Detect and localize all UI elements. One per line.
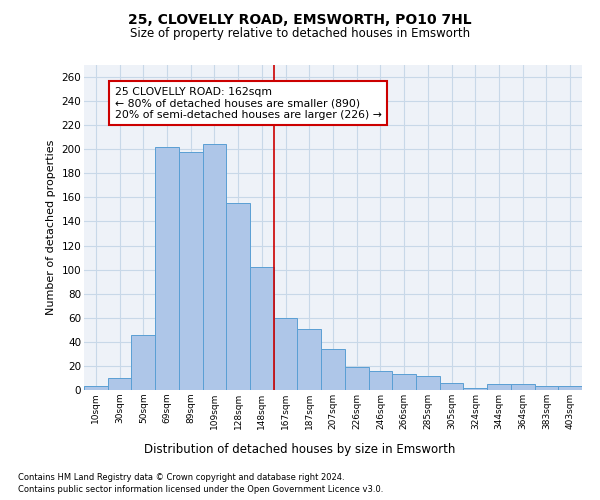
Bar	[558, 386, 582, 390]
Bar	[84, 386, 108, 390]
Bar	[368, 370, 392, 390]
Bar	[298, 328, 321, 390]
Y-axis label: Number of detached properties: Number of detached properties	[46, 140, 56, 315]
Text: Contains public sector information licensed under the Open Government Licence v3: Contains public sector information licen…	[18, 485, 383, 494]
Bar	[511, 384, 535, 390]
Bar	[250, 267, 274, 390]
Bar	[179, 152, 203, 390]
Text: 25 CLOVELLY ROAD: 162sqm
← 80% of detached houses are smaller (890)
20% of semi-: 25 CLOVELLY ROAD: 162sqm ← 80% of detach…	[115, 86, 382, 120]
Bar	[108, 378, 131, 390]
Bar	[226, 204, 250, 390]
Bar	[416, 376, 440, 390]
Text: 25, CLOVELLY ROAD, EMSWORTH, PO10 7HL: 25, CLOVELLY ROAD, EMSWORTH, PO10 7HL	[128, 12, 472, 26]
Text: Distribution of detached houses by size in Emsworth: Distribution of detached houses by size …	[145, 442, 455, 456]
Bar	[535, 386, 558, 390]
Bar	[463, 388, 487, 390]
Text: Contains HM Land Registry data © Crown copyright and database right 2024.: Contains HM Land Registry data © Crown c…	[18, 472, 344, 482]
Bar	[131, 334, 155, 390]
Text: Size of property relative to detached houses in Emsworth: Size of property relative to detached ho…	[130, 28, 470, 40]
Bar	[203, 144, 226, 390]
Bar	[345, 367, 368, 390]
Bar	[321, 349, 345, 390]
Bar	[392, 374, 416, 390]
Bar	[155, 147, 179, 390]
Bar	[440, 383, 463, 390]
Bar	[274, 318, 298, 390]
Bar	[487, 384, 511, 390]
